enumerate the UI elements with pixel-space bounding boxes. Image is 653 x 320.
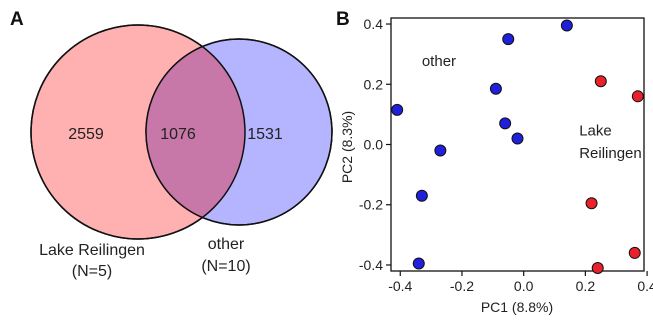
x-tick-label: 0.0	[514, 278, 534, 294]
y-axis-title: PC2 (8.3%)	[339, 111, 355, 183]
point-other	[413, 258, 424, 269]
point-lake-reilingen	[586, 198, 597, 209]
venn-count-intersection: 1076	[160, 126, 196, 143]
x-axis: -0.4 -0.2 0.0 0.2 0.4	[388, 271, 653, 294]
y-tick-label: 0.4	[364, 16, 384, 32]
venn-set-n-lake: (N=5)	[72, 263, 112, 280]
x-tick-label: -0.2	[450, 278, 474, 294]
venn-set-n-other: (N=10)	[201, 258, 250, 275]
point-lake-reilingen	[629, 247, 640, 258]
point-other	[416, 190, 427, 201]
point-other	[490, 83, 501, 94]
point-other	[435, 145, 446, 156]
annotations: other Lake Reilingen	[422, 53, 642, 162]
venn-set-name-lake: Lake Reilingen	[39, 242, 145, 259]
x-tick-label: 0.4	[637, 278, 653, 294]
venn-count-lake-only: 2559	[68, 126, 104, 143]
y-tick-label: 0.0	[364, 137, 384, 153]
y-tick-label: 0.2	[364, 76, 384, 92]
point-other	[561, 20, 572, 31]
x-tick-label: -0.4	[388, 278, 412, 294]
venn-set-name-other: other	[208, 236, 245, 253]
y-axis: -0.4 -0.2 0.0 0.2 0.4	[359, 16, 391, 273]
annotation-label: Lake	[579, 122, 612, 139]
x-axis-title: PC1 (8.8%)	[481, 299, 553, 315]
point-other	[392, 104, 403, 115]
pca-panel: B -0.4 -0.2 0.0 0.2 0.4 -0.4 -0.2 0.0 0.2 0.4 PC…	[336, 9, 653, 315]
annotation-label: Reilingen	[579, 145, 642, 162]
point-lake-reilingen	[592, 262, 603, 273]
point-other	[503, 34, 514, 45]
y-tick-label: -0.4	[359, 257, 383, 273]
panel-label-a: A	[10, 9, 24, 30]
point-other	[512, 133, 523, 144]
venn-count-other-only: 1531	[247, 126, 283, 143]
venn-panel: A 2559 1076 1531 Lake Reilingen (N=5) ot…	[10, 9, 332, 280]
point-lake-reilingen	[632, 91, 643, 102]
panel-label-b: B	[336, 9, 350, 30]
point-lake-reilingen	[595, 76, 606, 87]
y-tick-label: -0.2	[359, 197, 383, 213]
annotation-label: other	[422, 53, 456, 70]
point-other	[500, 118, 511, 129]
x-tick-label: 0.2	[576, 278, 596, 294]
